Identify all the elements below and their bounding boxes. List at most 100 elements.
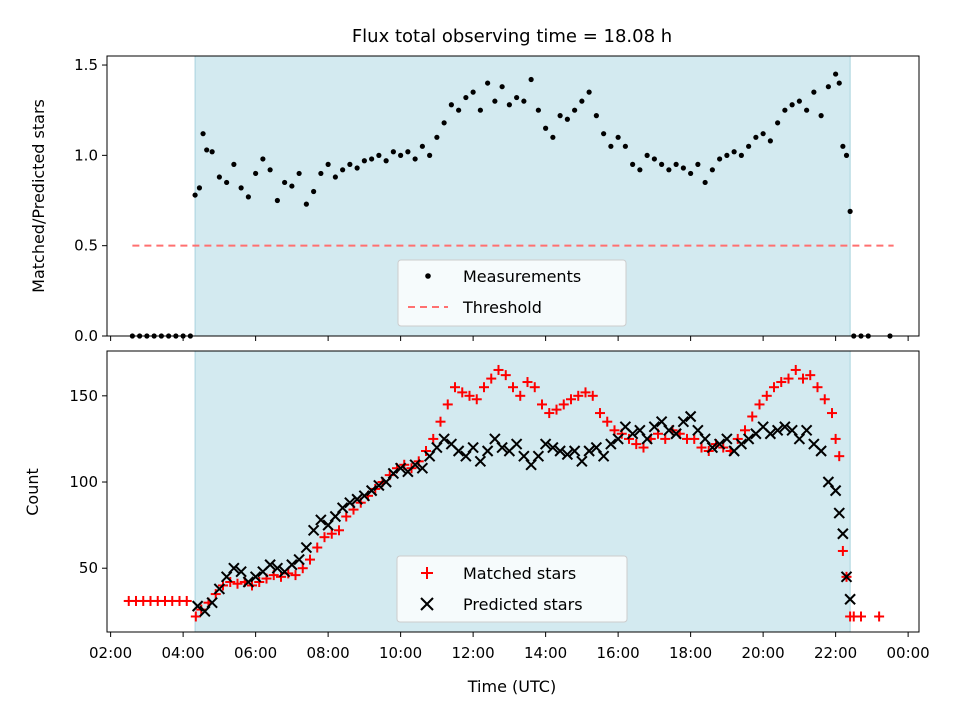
y-tick-label: 100 bbox=[69, 473, 98, 491]
measurement-point bbox=[702, 179, 708, 186]
predicted-star-point bbox=[452, 445, 465, 457]
matched-star-point bbox=[428, 433, 439, 444]
count-series bbox=[123, 364, 885, 622]
measurement-point bbox=[688, 170, 694, 177]
measurement-point bbox=[390, 149, 396, 155]
measurement-point bbox=[325, 161, 331, 167]
predicted-star-point bbox=[837, 528, 849, 540]
matched-star-point bbox=[551, 404, 562, 415]
predicted-star-point bbox=[684, 410, 697, 423]
predicted-star-point bbox=[264, 559, 276, 571]
measurement-point bbox=[200, 131, 206, 137]
measurement-point bbox=[405, 149, 411, 155]
y-tick-label: 50 bbox=[79, 559, 98, 577]
measurement-point bbox=[717, 156, 723, 162]
chart-title: Flux total observing time = 18.08 h bbox=[352, 26, 672, 47]
matched-star-point bbox=[297, 563, 308, 574]
matched-star-point bbox=[283, 568, 294, 579]
measurement-point bbox=[847, 208, 853, 214]
predicted-star-point bbox=[735, 438, 748, 450]
measurement-point bbox=[550, 134, 556, 140]
x-tick-label: 14:00 bbox=[524, 644, 567, 662]
y-tick-label: 0.5 bbox=[74, 237, 98, 255]
matched-star-point bbox=[457, 387, 468, 398]
matched-legend-label: Matched stars bbox=[463, 564, 576, 583]
matched-star-point bbox=[631, 439, 642, 450]
predicted-star-point bbox=[800, 424, 813, 437]
predicted-star-point bbox=[721, 433, 733, 445]
measurement-point bbox=[441, 120, 447, 126]
matched-star-point bbox=[486, 373, 497, 384]
matched-star-point bbox=[580, 387, 591, 398]
predicted-star-point bbox=[576, 455, 588, 468]
matched-legend-marker bbox=[421, 567, 433, 579]
measurement-point bbox=[644, 152, 650, 158]
matched-star-point bbox=[805, 370, 816, 381]
measurement-point bbox=[825, 84, 831, 90]
predicted-star-point bbox=[764, 428, 777, 440]
matched-star-point bbox=[537, 399, 547, 410]
count-panel: 50 100 150 02:00 04:00 06:00 08:00 10:00 12:00 1… bbox=[23, 350, 930, 662]
matched-star-point bbox=[689, 433, 700, 444]
measurement-point bbox=[760, 131, 766, 137]
measurement-point bbox=[775, 120, 781, 126]
measurements-legend-marker bbox=[425, 273, 431, 279]
y-tick-label: 150 bbox=[69, 387, 98, 405]
predicted-star-point bbox=[300, 541, 313, 554]
measurement-point bbox=[209, 149, 215, 155]
predicted-star-point bbox=[242, 576, 255, 588]
matched-star-point bbox=[544, 408, 555, 419]
predicted-star-point bbox=[670, 428, 682, 440]
measurement-point bbox=[811, 89, 817, 95]
measurement-point bbox=[753, 134, 759, 140]
measurement-point bbox=[514, 94, 520, 101]
predicted-star-point bbox=[663, 424, 675, 437]
predicted-star-point bbox=[626, 428, 639, 440]
predicted-star-point bbox=[612, 433, 624, 445]
measurement-point bbox=[695, 161, 701, 167]
matched-star-point bbox=[312, 542, 323, 553]
predicted-star-point bbox=[373, 479, 385, 492]
matched-star-point bbox=[500, 370, 511, 381]
matched-star-point bbox=[290, 570, 301, 581]
measurement-point bbox=[796, 98, 802, 104]
matched-star-point bbox=[834, 451, 845, 462]
matched-star-point bbox=[783, 373, 794, 384]
ratio-legend: Measurements Threshold bbox=[397, 259, 627, 327]
predicted-star-point bbox=[358, 490, 371, 502]
matched-star-point bbox=[435, 416, 446, 427]
measurement-point bbox=[311, 188, 317, 195]
measurement-point bbox=[836, 80, 842, 86]
matched-star-point bbox=[754, 399, 765, 410]
x-tick-label: 02:00 bbox=[89, 644, 132, 662]
measurement-point bbox=[572, 107, 578, 113]
predicted-star-point bbox=[605, 438, 617, 450]
predicted-star-point bbox=[351, 493, 363, 505]
measurement-point bbox=[282, 179, 288, 186]
measurement-point bbox=[630, 161, 636, 167]
matched-star-point bbox=[837, 545, 848, 556]
measurement-point bbox=[492, 98, 498, 104]
matched-star-point bbox=[595, 408, 605, 419]
predicted-star-point bbox=[344, 496, 356, 509]
matched-star-point bbox=[830, 433, 841, 444]
measurement-point bbox=[332, 174, 338, 180]
matched-star-point bbox=[602, 416, 613, 427]
measurement-point bbox=[245, 194, 251, 200]
predicted-star-point bbox=[597, 450, 610, 462]
measurement-point bbox=[615, 134, 621, 140]
measurement-point bbox=[412, 156, 418, 162]
measurement-point bbox=[659, 161, 665, 167]
predicted-star-point bbox=[365, 484, 378, 497]
matched-star-point bbox=[210, 589, 221, 600]
matched-star-point bbox=[522, 377, 533, 388]
matched-star-point bbox=[515, 390, 526, 401]
measurement-point bbox=[216, 174, 222, 180]
predicted-star-point bbox=[568, 445, 581, 457]
measurement-point bbox=[506, 102, 512, 108]
matched-star-point bbox=[341, 511, 352, 522]
measurement-point bbox=[608, 143, 614, 149]
measurement-point bbox=[485, 80, 491, 86]
measurement-point bbox=[361, 158, 367, 164]
